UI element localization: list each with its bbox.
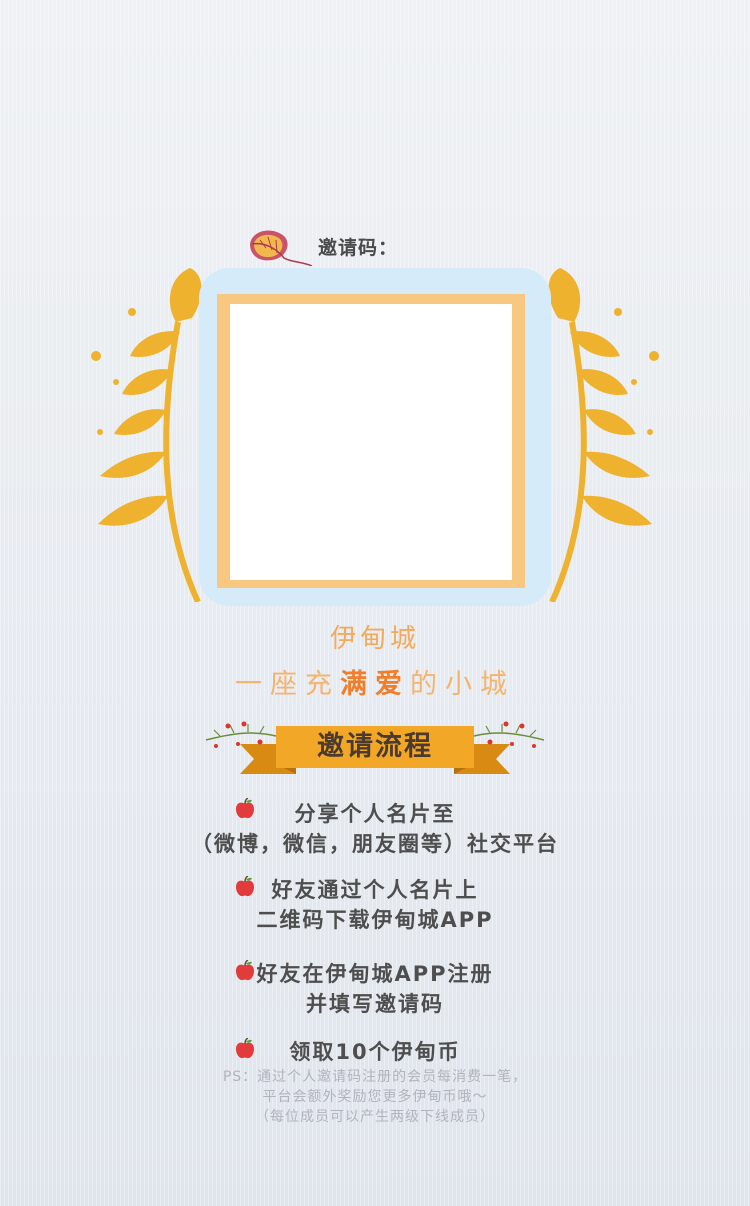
slogan: 一座充满爱的小城 [0,662,750,701]
invite-code-label: 邀请码： [318,236,399,259]
step-1-line-1: 分享个人名片至 [294,802,456,826]
wheat-left-icon [91,268,202,602]
brand-name: 伊甸城 [329,624,420,654]
slogan-suffix: 的小城 [410,669,515,700]
invite-code-label-row: 邀请码： [246,226,398,266]
qr-code-area [230,304,512,580]
step-1-line-2: （微博，微信，朋友圈等）社交平台 [191,832,559,856]
step-3-line-1: 好友在伊甸城APP注册 [256,962,494,986]
slogan-highlight: 满爱 [340,669,410,700]
berry-sprig-icon [473,721,545,748]
step-2-line-1: 好友通过个人名片上 [271,878,479,902]
note-line-2: 平台会额外奖励您更多伊甸币哦～ [262,1089,488,1105]
apple-icon [236,960,254,981]
note-line-1: PS：通过个人邀请码注册的会员每消费一笔， [222,1069,528,1085]
apple-icon [236,876,254,897]
slogan-prefix: 一座充 [235,669,340,700]
step-3-line-2: 并填写邀请码 [306,992,444,1016]
leaf-icon [250,230,313,266]
process-title: 邀请流程 [317,731,433,762]
apple-icon [236,798,254,819]
note-line-3: （每位成员可以产生两级下线成员） [255,1109,495,1125]
wheat-right-icon [548,268,659,602]
step-2-line-2: 二维码下载伊甸城APP [256,908,494,932]
ribbon-banner [205,721,545,774]
berry-sprig-icon [205,721,277,748]
step-4-line-1: 领取10个伊甸币 [289,1040,461,1064]
apple-icon [236,1038,254,1059]
